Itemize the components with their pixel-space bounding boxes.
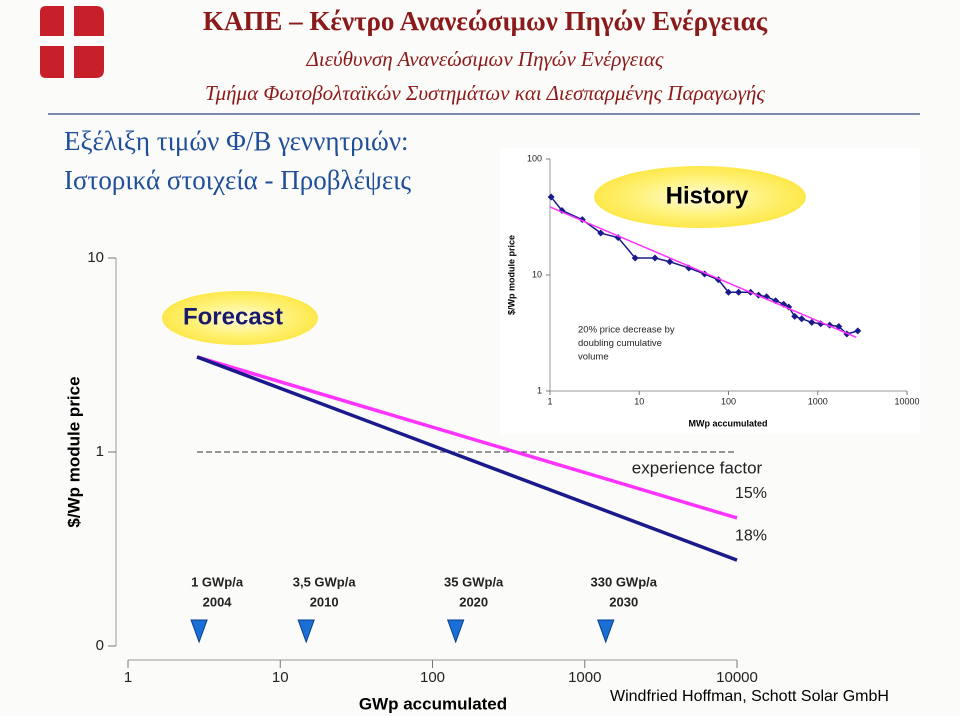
history-badge [594, 166, 806, 228]
data-point [631, 254, 639, 262]
series-line [196, 355, 738, 562]
y-tick-label: 0 [96, 637, 104, 654]
header-department: Διεύθυνση Ανανεώσιμων Πηγών Ενέργειας [306, 47, 664, 71]
x-tick-label: 1000 [808, 396, 828, 406]
y-tick-label: 10 [87, 249, 104, 266]
y-tick-label: 10 [532, 269, 542, 279]
series-line [196, 355, 738, 520]
annotation: doubling cumulative [578, 338, 662, 349]
data-point [854, 327, 862, 335]
badge-title: Forecast [183, 303, 283, 330]
y-tick-label: 1 [96, 443, 104, 460]
data-point [651, 254, 659, 262]
x-tick-label: 10000 [716, 669, 758, 686]
data-point [798, 315, 806, 323]
milestone-marker [597, 619, 615, 644]
series-line [549, 206, 857, 339]
series-label: 18% [735, 527, 767, 544]
milestone-label: 3,5 GWp/a [293, 574, 357, 589]
data-point [808, 318, 816, 326]
y-tick-label: 100 [527, 153, 542, 163]
x-tick-label: 1000 [568, 669, 601, 686]
x-tick-label: 10000 [894, 396, 919, 406]
annotation: experience factor [632, 458, 763, 477]
data-point [835, 322, 843, 330]
x-tick-label: 100 [721, 396, 736, 406]
data-point [666, 258, 674, 266]
milestone-marker [190, 619, 208, 644]
data-point [597, 229, 605, 237]
header-title: ΚΑΠΕ – Κέντρο Ανανεώσιμων Πηγών Ενέργεια… [203, 6, 768, 36]
annotation: 20% price decrease by [578, 325, 675, 336]
x-tick-label: 10 [634, 396, 644, 406]
milestone-label: 330 GWp/a [591, 574, 658, 589]
x-tick-label: 1 [124, 669, 132, 686]
data-point [735, 288, 743, 296]
slide-title: Ιστορικά στοιχεία - Προβλέψεις [64, 165, 411, 195]
y-axis-label: $/Wp module price [64, 376, 83, 527]
data-point [791, 312, 799, 320]
x-axis-label: GWp accumulated [359, 694, 507, 713]
milestone-year: 2004 [203, 594, 233, 609]
x-tick-label: 100 [420, 669, 445, 686]
footer: Windfried Hoffman, Schott Solar GmbH [610, 688, 889, 705]
badge-title: History [666, 182, 749, 209]
logo [30, 2, 114, 82]
milestone-marker [297, 619, 315, 644]
x-axis-label: MWp accumulated [688, 418, 767, 428]
series-label: 15% [735, 485, 767, 502]
data-point [547, 193, 555, 201]
x-tick-label: 1 [547, 396, 552, 406]
milestone-year: 2030 [609, 594, 638, 609]
data-point [725, 288, 732, 296]
milestone-marker [446, 619, 465, 644]
milestone-year: 2020 [459, 594, 488, 609]
x-tick-label: 10 [272, 669, 289, 686]
y-axis-label: $/Wp module price [506, 235, 516, 315]
milestone-year: 2010 [310, 594, 339, 609]
milestone-label: 1 GWp/a [191, 574, 244, 589]
milestone-label: 35 GWp/a [444, 574, 504, 589]
header-section: Τμήμα Φωτοβολταϊκών Συστημάτων και Διεσπ… [205, 81, 765, 105]
forecast-badge [162, 291, 318, 345]
annotation: volume [578, 352, 609, 363]
y-tick-label: 1 [537, 385, 542, 395]
slide-title: Εξέλιξη τιμών Φ/Β γεννητριών: [64, 126, 409, 156]
